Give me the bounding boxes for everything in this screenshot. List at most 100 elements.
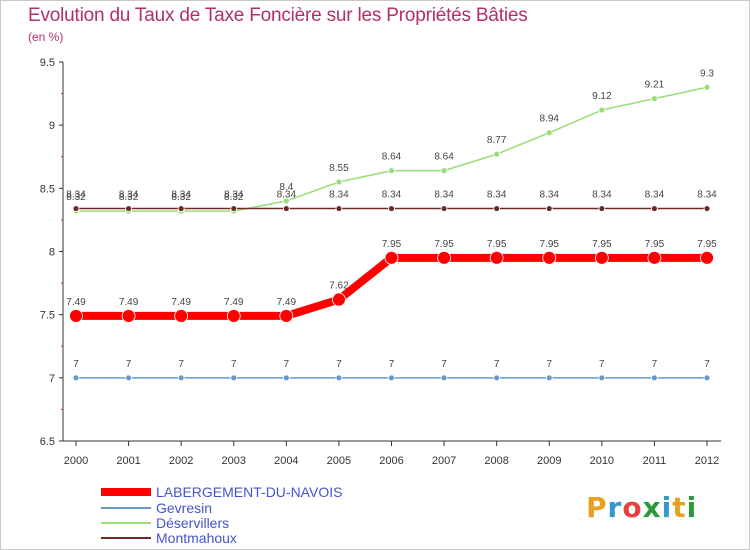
- logo-letter: x: [642, 491, 662, 524]
- logo-letter: i: [686, 491, 698, 524]
- data-label: 7.95: [434, 239, 454, 250]
- chart-unit-label: (en %): [28, 30, 64, 44]
- data-point: [230, 205, 238, 212]
- x-tick-label: 2007: [432, 455, 456, 467]
- data-label: 8.77: [487, 135, 507, 146]
- data-point: [332, 292, 346, 307]
- x-tick-label: 2002: [169, 455, 193, 467]
- data-label: 7: [441, 359, 447, 370]
- data-point: [388, 205, 395, 212]
- data-point: [647, 250, 662, 265]
- data-label: 8.34: [592, 190, 612, 201]
- y-tick-label: 6.5: [40, 436, 55, 448]
- y-tick-label: 7: [49, 373, 55, 385]
- data-label: 8.34: [66, 190, 86, 201]
- data-point: [388, 167, 395, 175]
- data-point: [489, 250, 504, 265]
- data-label: 7.95: [592, 239, 612, 250]
- data-point: [440, 167, 448, 175]
- data-label: 7: [546, 359, 552, 370]
- data-label: 8.34: [329, 190, 349, 201]
- data-label: 7.95: [382, 239, 402, 250]
- data-label: 8.34: [540, 190, 560, 201]
- data-point: [72, 205, 80, 212]
- data-point: [69, 309, 83, 323]
- data-label: 8.32: [171, 192, 191, 203]
- data-label: 7.95: [697, 239, 717, 250]
- data-label: 7.95: [487, 239, 507, 250]
- data-label: 8.34: [171, 190, 191, 201]
- data-point: [335, 178, 343, 186]
- data-point: [282, 374, 290, 382]
- data-point: [545, 129, 553, 137]
- data-point: [651, 374, 658, 382]
- x-tick-label: 2011: [643, 455, 667, 467]
- data-label: 8.64: [382, 152, 402, 163]
- legend-label: Montmahoux: [156, 530, 237, 546]
- data-label: 7: [178, 359, 184, 370]
- logo-letter: o: [622, 491, 643, 524]
- data-point: [335, 205, 343, 212]
- data-point: [542, 250, 557, 265]
- data-label: 8.32: [66, 192, 86, 203]
- data-label: 7: [389, 359, 395, 370]
- data-label: 9.3: [700, 68, 714, 79]
- y-tick-label: 7.5: [40, 310, 55, 322]
- data-point: [440, 205, 448, 212]
- logo-letter: t: [672, 491, 687, 524]
- legend-swatch: [101, 488, 151, 496]
- x-tick-label: 2004: [274, 455, 298, 467]
- data-label: 8.32: [119, 192, 139, 203]
- x-tick-label: 2012: [695, 455, 719, 467]
- legend-label: LABERGEMENT-DU-NAVOIS: [156, 484, 343, 500]
- data-label: 7: [494, 359, 500, 370]
- logo-letter: i: [661, 491, 673, 524]
- data-label: 7: [73, 359, 79, 370]
- data-label: 8.34: [277, 190, 297, 201]
- data-label: 8.34: [224, 190, 244, 201]
- data-point: [651, 95, 658, 103]
- data-point: [493, 205, 501, 212]
- data-point: [437, 250, 451, 265]
- data-label: 8.4: [279, 182, 293, 193]
- data-point: [282, 205, 290, 212]
- data-label: 7: [231, 359, 237, 370]
- data-point: [598, 374, 606, 382]
- data-point: [226, 309, 241, 323]
- x-tick-label: 2009: [537, 455, 561, 467]
- data-point: [335, 374, 343, 382]
- legend-swatch: [101, 537, 151, 539]
- chart-title: Evolution du Taux de Taxe Foncière sur l…: [28, 5, 528, 26]
- y-tick-label: 8.5: [40, 183, 55, 195]
- data-point: [177, 205, 185, 212]
- data-point: [282, 197, 290, 205]
- x-tick-label: 2010: [590, 455, 614, 467]
- data-label: 8.94: [540, 114, 560, 125]
- logo-letter: r: [607, 491, 623, 524]
- data-label: 7.49: [119, 297, 139, 308]
- y-tick-label: 8: [49, 247, 55, 259]
- data-point: [598, 205, 606, 212]
- data-label: 8.34: [487, 190, 507, 201]
- data-point: [594, 250, 609, 265]
- data-label: 8.64: [434, 152, 454, 163]
- data-point: [598, 106, 606, 114]
- data-label: 8.55: [329, 163, 349, 174]
- data-label: 7.95: [540, 239, 560, 250]
- x-tick-label: 2001: [116, 455, 140, 467]
- proxiti-logo: Proxiti: [586, 491, 697, 524]
- data-label: 8.32: [224, 192, 244, 203]
- x-tick-label: 2003: [222, 455, 246, 467]
- data-label: 7.95: [645, 239, 665, 250]
- data-label: 8.34: [645, 190, 665, 201]
- data-point: [703, 205, 711, 212]
- data-label: 7.62: [329, 281, 349, 292]
- data-label: 7.49: [171, 297, 191, 308]
- data-label: 7: [599, 359, 605, 370]
- data-label: 7: [284, 359, 290, 370]
- x-tick-label: 2000: [64, 455, 88, 467]
- x-tick-label: 2008: [484, 455, 508, 467]
- data-point: [440, 374, 448, 382]
- data-point: [125, 205, 132, 212]
